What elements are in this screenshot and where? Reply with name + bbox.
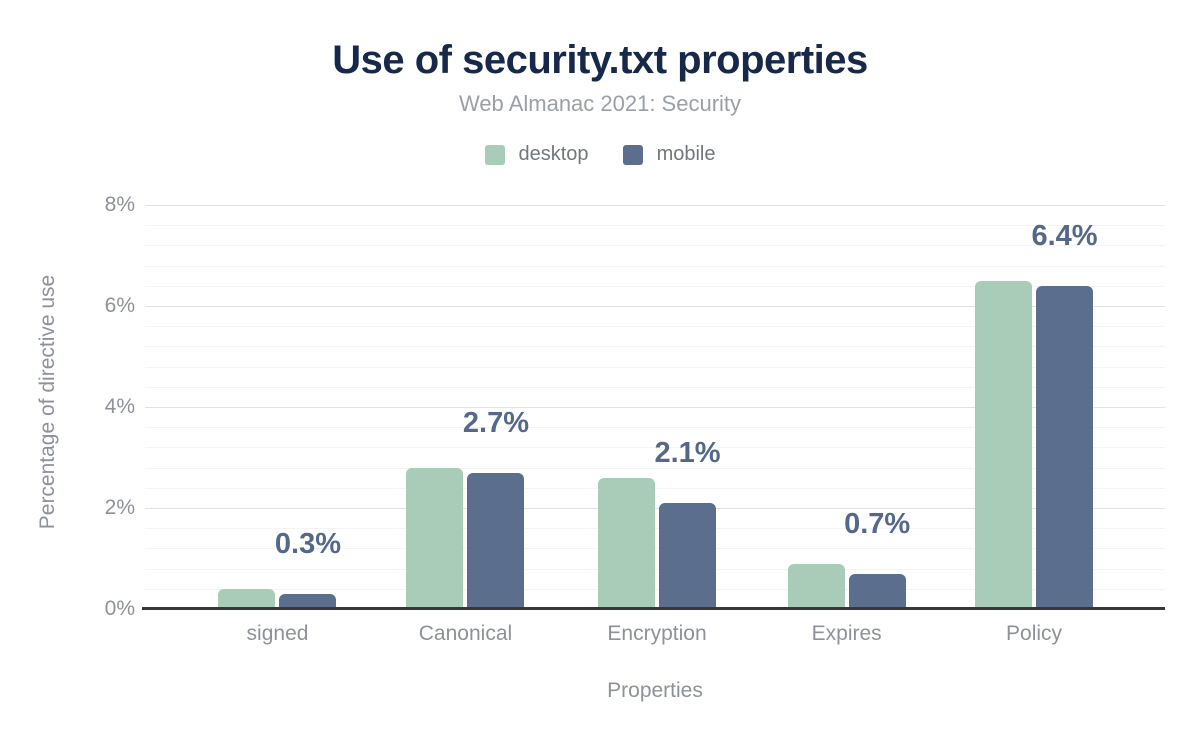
gridline-major: [145, 407, 1165, 408]
y-tick-label: 2%: [104, 496, 135, 519]
x-axis-line: [142, 607, 1165, 610]
bar-value-label: 2.7%: [462, 406, 530, 439]
bar-value-label: 6.4%: [1031, 219, 1098, 252]
gridline-minor: [145, 285, 1165, 287]
bar-mobile-expires[interactable]: [848, 573, 906, 609]
legend-label-mobile: mobile: [656, 143, 716, 165]
bar-desktop-canonical[interactable]: [406, 467, 464, 609]
gridline-minor: [145, 245, 1165, 247]
legend-item-mobile[interactable]: mobile: [622, 143, 716, 166]
legend-item-desktop[interactable]: desktop: [484, 143, 589, 166]
x-category-label: Policy: [1006, 622, 1063, 645]
gridline-minor: [145, 366, 1165, 368]
bar-value-label: 2.1%: [654, 436, 721, 469]
bar-mobile-encryption[interactable]: [659, 502, 717, 609]
y-tick-label: 6%: [104, 294, 135, 317]
y-tick-label: 0%: [104, 597, 135, 620]
bar-mobile-policy[interactable]: [1036, 285, 1094, 609]
gridline-minor: [145, 346, 1165, 348]
legend-swatch-mobile-icon: [622, 144, 643, 165]
y-tick-label: 8%: [104, 193, 135, 216]
chart-title: Use of security.txt properties: [332, 38, 868, 82]
gridline-minor: [145, 427, 1165, 429]
plot-area: 0% 2% 4% 6% 8% 0.3% signed 2.7% Canonical 2.1% Enc…: [105, 193, 1165, 645]
y-tick-label: 4%: [104, 395, 135, 418]
bar-value-label: 0.7%: [844, 507, 911, 540]
x-category-label: Expires: [811, 622, 882, 645]
gridline-minor: [145, 447, 1165, 449]
chart-legend: desktop mobile: [0, 143, 1200, 166]
x-category-label: Encryption: [607, 622, 707, 645]
bar-mobile-signed[interactable]: [279, 593, 337, 609]
chart-subtitle: Web Almanac 2021: Security: [458, 91, 742, 116]
gridline-minor: [145, 386, 1165, 388]
gridline-minor: [145, 225, 1165, 227]
gridline-major: [145, 306, 1165, 307]
legend-label-desktop: desktop: [518, 143, 589, 165]
x-category-label: Canonical: [418, 622, 513, 645]
bar-value-label: 0.3%: [274, 527, 342, 560]
legend-swatch-desktop-icon: [484, 144, 505, 165]
bar-mobile-canonical[interactable]: [467, 472, 525, 609]
bar-desktop-policy[interactable]: [975, 280, 1033, 609]
gridline-minor: [145, 467, 1165, 469]
gridline-minor: [145, 265, 1165, 267]
bar-desktop-encryption[interactable]: [598, 477, 656, 609]
bar-desktop-expires[interactable]: [787, 563, 845, 609]
bar-desktop-signed[interactable]: [218, 588, 276, 609]
x-category-label: signed: [246, 622, 309, 645]
x-axis-title: Properties: [607, 679, 703, 702]
y-axis-title: Percentage of directive use: [36, 274, 59, 530]
gridline-minor: [145, 326, 1165, 328]
gridline-major: [145, 205, 1165, 206]
